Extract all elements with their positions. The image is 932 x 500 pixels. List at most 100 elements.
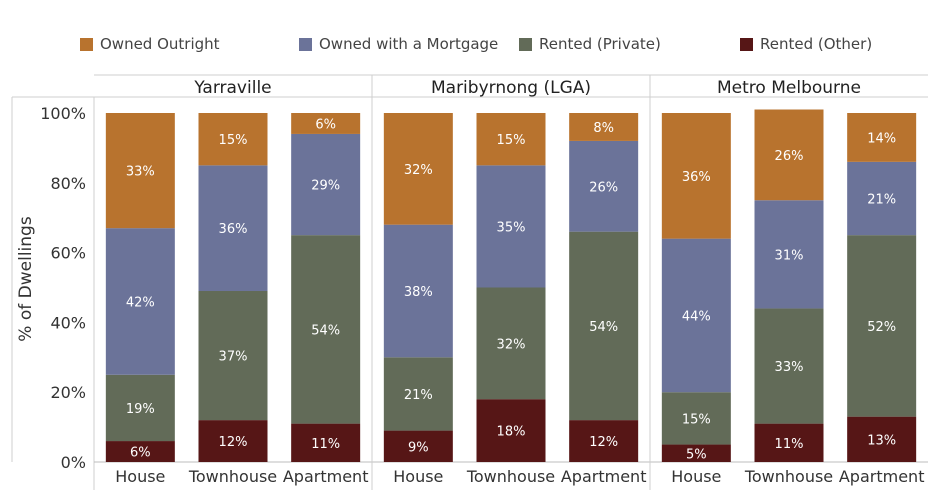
data-label: 5%	[686, 447, 707, 462]
bar-segment-owned-mortgage	[569, 140, 639, 232]
bar-segment-owned-outright	[291, 113, 361, 134]
data-label: 12%	[219, 435, 248, 450]
legend-item-owned-mortgage: Owned with a Mortgage	[299, 35, 498, 53]
x-category-label: House	[671, 467, 721, 486]
data-label: 36%	[682, 170, 711, 185]
panel-title: Maribyrnong (LGA)	[431, 78, 591, 98]
bar-segment-owned-outright	[754, 109, 824, 201]
data-label: 11%	[775, 437, 804, 452]
data-label: 14%	[867, 131, 896, 146]
bar-segment-owned-outright	[198, 113, 268, 166]
data-label: 37%	[219, 350, 248, 365]
bar-segment-rented-private	[291, 235, 361, 424]
bar-segment-rented-private	[105, 374, 175, 442]
legend-label-rented-other: Rented (Other)	[760, 35, 873, 53]
bar-segment-owned-outright	[476, 113, 546, 166]
data-label: 6%	[315, 117, 336, 132]
bar-segment-owned-mortgage	[754, 200, 824, 309]
bar-segment-owned-outright	[383, 113, 453, 225]
data-label: 33%	[775, 360, 804, 375]
panel-title: Yarraville	[193, 78, 271, 98]
bar-segment-rented-private	[476, 287, 546, 400]
data-label: 54%	[311, 323, 340, 338]
y-tick-label: 80%	[50, 174, 86, 193]
y-tick-label: 60%	[50, 244, 86, 263]
bar-segment-owned-mortgage	[661, 238, 731, 393]
data-label: 6%	[130, 446, 151, 461]
bar-segment-rented-private	[661, 392, 731, 445]
bar-segment-owned-mortgage	[105, 228, 175, 375]
data-label: 29%	[311, 179, 340, 194]
bar-segment-rented-other	[198, 420, 268, 462]
x-category-label: House	[115, 467, 165, 486]
bar-segment-owned-outright	[847, 113, 917, 162]
panel-title: Metro Melbourne	[717, 78, 861, 98]
legend-swatch-owned-mortgage	[299, 37, 312, 51]
data-label: 13%	[867, 433, 896, 448]
data-label: 9%	[408, 440, 429, 455]
x-category-label: Townhouse	[744, 467, 833, 486]
legend-item-rented-private: Rented (Private)	[519, 35, 661, 53]
legend-item-owned-outright: Owned Outright	[80, 35, 220, 53]
data-label: 8%	[593, 121, 614, 136]
chart-legend: Owned Outright Owned with a Mortgage Ren…	[0, 0, 932, 60]
data-label: 21%	[404, 388, 433, 403]
data-label: 44%	[682, 309, 711, 324]
bar-segment-rented-other	[476, 399, 546, 462]
y-tick-label: 20%	[50, 383, 86, 402]
y-tick-label: 100%	[40, 104, 86, 123]
y-tick-label: 0%	[61, 453, 86, 472]
legend-label-rented-private: Rented (Private)	[539, 35, 661, 53]
data-label: 15%	[497, 133, 526, 148]
bar-segment-owned-outright	[105, 113, 175, 229]
bar-segment-owned-mortgage	[383, 224, 453, 358]
data-label: 54%	[589, 320, 618, 335]
data-label: 52%	[867, 320, 896, 335]
data-label: 42%	[126, 295, 155, 310]
x-category-label: Apartment	[283, 467, 369, 486]
data-label: 21%	[867, 193, 896, 208]
legend-swatch-rented-other	[740, 37, 753, 51]
data-label: 36%	[219, 222, 248, 237]
data-label: 11%	[311, 437, 340, 452]
legend-item-rented-other: Rented (Other)	[740, 35, 872, 53]
bar-segment-owned-mortgage	[291, 133, 361, 236]
data-label: 15%	[219, 133, 248, 148]
y-tick-label: 40%	[50, 313, 86, 332]
legend-label-owned-mortgage: Owned with a Mortgage	[319, 35, 499, 53]
data-label: 19%	[126, 402, 155, 417]
bar-segment-rented-other	[105, 441, 175, 462]
data-label: 26%	[589, 180, 618, 195]
y-axis-title: % of Dwellings	[16, 216, 36, 342]
data-label: 38%	[404, 285, 433, 300]
bar-segment-owned-outright	[661, 113, 731, 239]
x-category-label: House	[393, 467, 443, 486]
bar-segment-rented-private	[569, 231, 639, 421]
bar-segment-owned-mortgage	[476, 165, 546, 288]
bar-segment-rented-other	[569, 420, 639, 462]
x-category-label: Apartment	[561, 467, 647, 486]
x-category-label: Apartment	[839, 467, 925, 486]
x-category-label: Townhouse	[188, 467, 277, 486]
bar-segment-rented-private	[847, 235, 917, 417]
data-label: 12%	[589, 435, 618, 450]
data-label: 31%	[775, 248, 804, 263]
legend-swatch-owned-outright	[80, 37, 93, 51]
bar-segment-rented-private	[198, 290, 268, 421]
x-category-label: Townhouse	[466, 467, 555, 486]
bar-segment-rented-other	[661, 444, 731, 462]
bar-segment-owned-mortgage	[847, 161, 917, 236]
data-label: 26%	[775, 149, 804, 164]
data-label: 35%	[497, 220, 526, 235]
bar-segment-rented-other	[291, 423, 361, 462]
bar-segment-rented-private	[754, 308, 824, 424]
legend-label-owned-outright: Owned Outright	[100, 35, 220, 53]
data-label: 33%	[126, 165, 155, 180]
data-label: 32%	[497, 337, 526, 352]
bar-segment-rented-private	[383, 357, 453, 431]
bar-segment-owned-mortgage	[198, 165, 268, 291]
bar-segment-rented-other	[383, 430, 453, 462]
legend-swatch-rented-private	[519, 37, 532, 51]
bar-segment-owned-outright	[569, 113, 639, 141]
